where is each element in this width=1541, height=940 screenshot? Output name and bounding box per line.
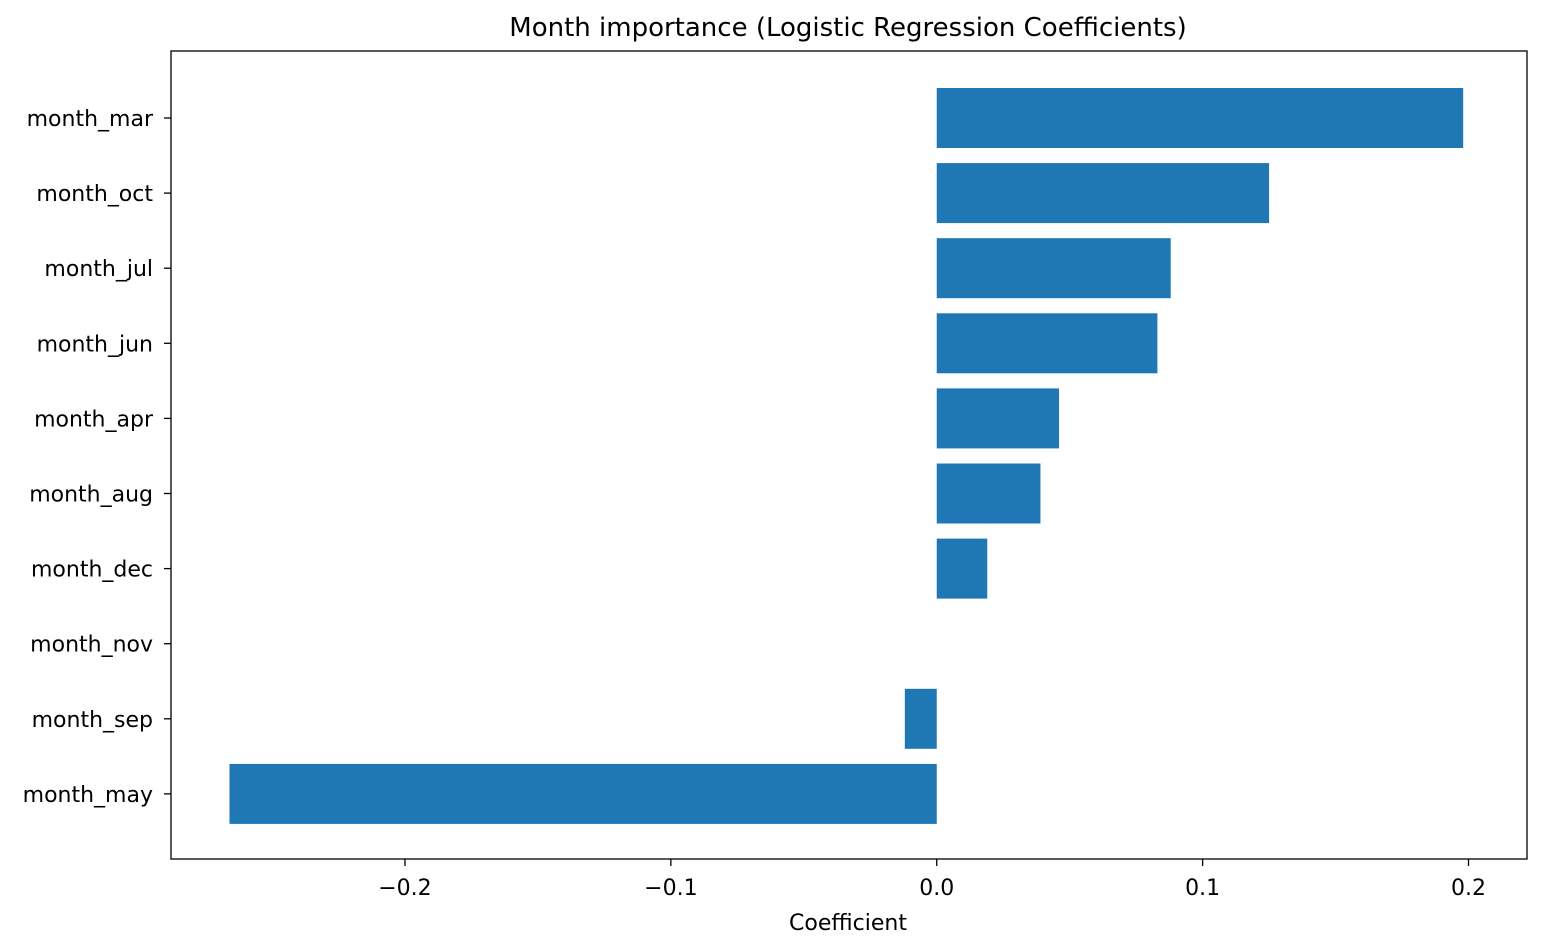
bar-month-oct — [936, 163, 1270, 224]
x-tick-label: −0.1 — [644, 876, 697, 901]
bar-month-jul — [936, 238, 1171, 299]
y-tick-label: month_may — [23, 783, 153, 808]
x-ticks-group: −0.2 −0.1 0.0 0.1 0.2 — [378, 859, 1486, 901]
x-tick-label: 0.2 — [1451, 876, 1486, 901]
y-tick-label: month_dec — [31, 558, 153, 583]
y-tick-label: month_mar — [27, 107, 154, 132]
x-tick-label: −0.2 — [378, 876, 431, 901]
y-tick-label: month_aug — [29, 483, 153, 508]
y-tick-label: month_sep — [32, 708, 153, 733]
y-tick-label: month_apr — [34, 407, 154, 432]
x-axis-label: Coefficient — [789, 911, 907, 936]
y-tick-label: month_jul — [44, 257, 153, 282]
y-ticks-group: month_mar month_oct month_jul month_junmont… — [23, 107, 171, 808]
bar-month-aug — [936, 463, 1041, 524]
x-tick-label: 0.1 — [1185, 876, 1220, 901]
bar-month-sep — [904, 688, 937, 749]
axes-frame — [170, 50, 1528, 860]
bar-month-mar — [936, 88, 1464, 148]
chart-title: Month importance (Logistic Regression Co… — [509, 13, 1186, 43]
bar-month-jun — [936, 313, 1158, 374]
bars-group — [229, 88, 1464, 824]
y-tick-label: month_jun — [37, 332, 153, 357]
bar-month-dec — [936, 538, 988, 599]
y-tick-label: month_nov — [30, 633, 153, 658]
x-tick-label: 0.0 — [919, 876, 954, 901]
y-tick-label: month_oct — [36, 182, 153, 207]
bar-month-may — [229, 763, 937, 824]
bar-month-apr — [936, 388, 1060, 449]
